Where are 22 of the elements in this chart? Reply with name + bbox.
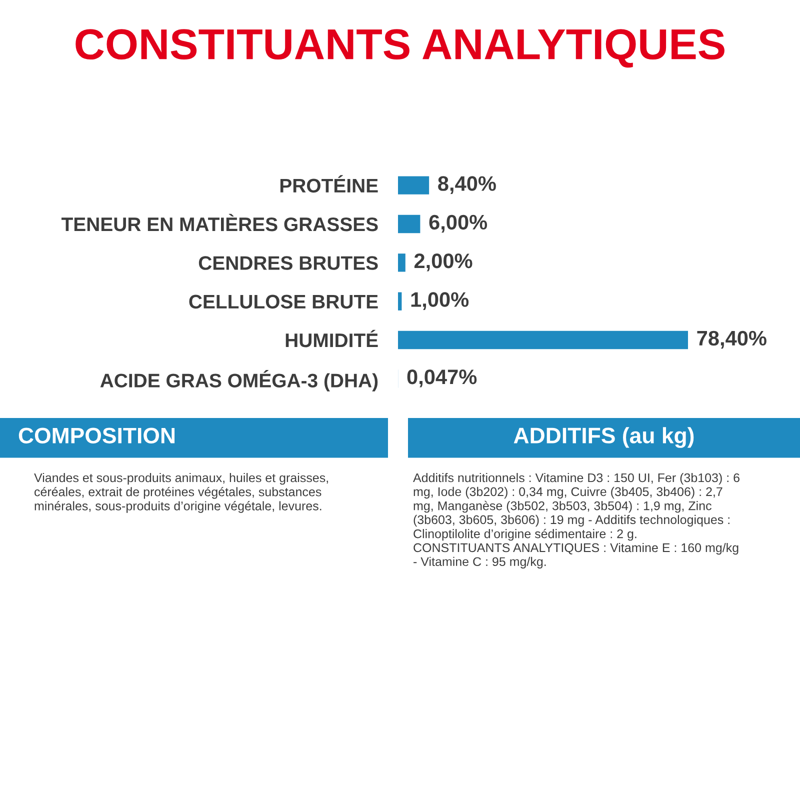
bar [398,254,406,272]
text: ADDITIFS (au kg) [514,427,694,448]
data-label: 2,00% [414,254,472,272]
data-label: 8,40% [438,176,496,194]
bar [398,176,430,194]
data-label: 0,047% [407,370,477,388]
data-label: 78,40% [697,330,766,349]
y-tick-label: CELLULOSE BRUTE [189,294,378,309]
bar [398,214,420,234]
data-label: 1,00% [411,292,469,310]
y-tick-label: PROTÉINE [280,175,378,193]
bar [398,330,688,350]
text: COMPOSITION [18,428,175,444]
text: Viandes et sous-produits animaux, huiles et graisses, céréales, extrait de protéines végétales, substances minérales, sous-produits d’origine végétale, levures. [34,473,328,513]
y-tick-label: ACIDE GRAS OMÉGA-3 (DHA) [100,370,378,392]
y-tick-label: TENEUR EN MATIÈRES GRASSES [61,214,378,232]
y-tick-label: HUMIDITÉ [286,330,378,348]
y-tick-label: CENDRES BRUTES [198,256,378,270]
chart-title: CONSTITUANTS ANALYTIQUES [76,29,724,68]
bar [398,292,402,310]
data-label: 6,00% [429,214,488,233]
text: Additifs nutritionnels : Vitamine D3 : 150 UI, Fer (3b103) : 6 mg, Iode (3b202) : 0,34 mg, Cuivre (3b405, 3b406) : 2,7 mg, Manganèse (3b502, 3b503, 3b504) : 1,9 mg, Zinc (3b603, 3b605, 3b606) : 19 mg - Additifs technologiques : Clinoptilolite d’origine sédimentaire : 2 g. CONSTITUANTS ANALYTIQUES : Vitamine E : 160 mg/kg - Vitamine C : 95 mg/kg. [413,473,740,569]
